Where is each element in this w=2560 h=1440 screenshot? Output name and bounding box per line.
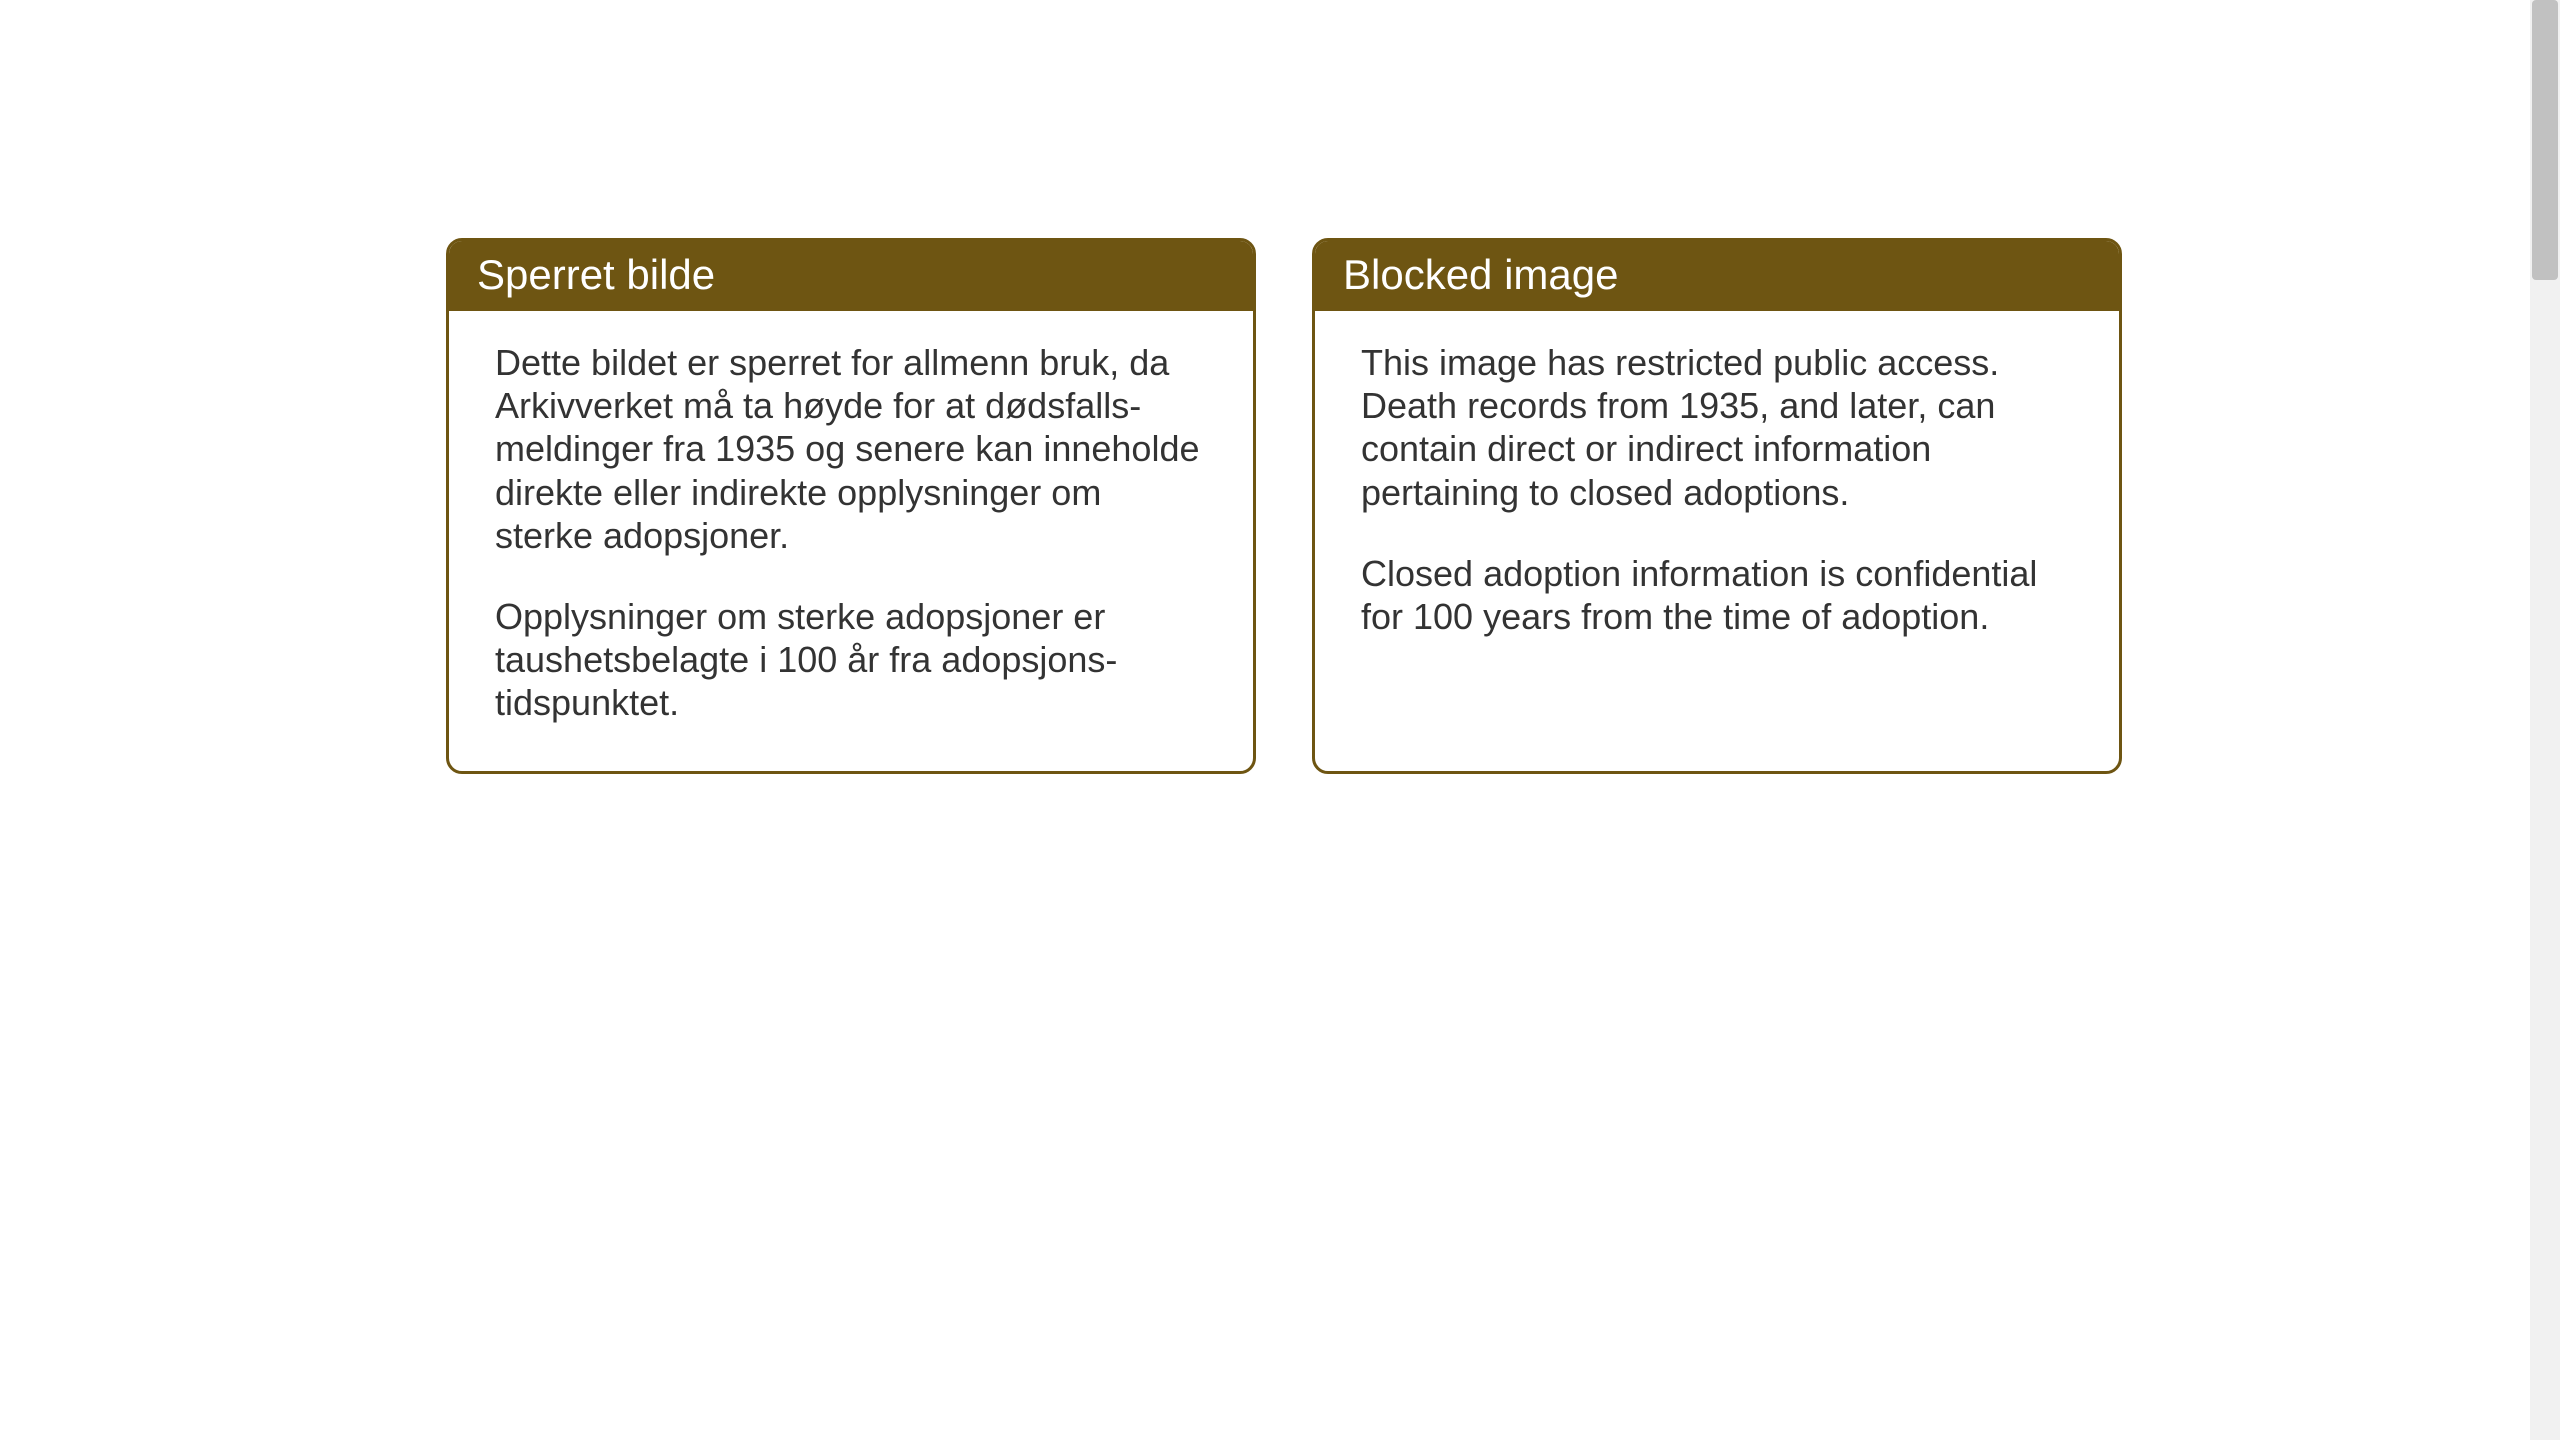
notice-title-english: Blocked image [1343, 251, 1618, 298]
notice-title-norwegian: Sperret bilde [477, 251, 715, 298]
notice-body-norwegian: Dette bildet er sperret for allmenn bruk… [449, 311, 1253, 771]
notice-box-english: Blocked image This image has restricted … [1312, 238, 2122, 774]
notice-paragraph-1-norwegian: Dette bildet er sperret for allmenn bruk… [495, 341, 1207, 557]
notice-body-english: This image has restricted public access.… [1315, 311, 2119, 684]
scrollbar-track[interactable] [2530, 0, 2560, 1440]
notice-paragraph-2-norwegian: Opplysninger om sterke adopsjoner er tau… [495, 595, 1207, 725]
notice-paragraph-2-english: Closed adoption information is confident… [1361, 552, 2073, 638]
scrollbar-thumb[interactable] [2532, 0, 2558, 280]
notice-paragraph-1-english: This image has restricted public access.… [1361, 341, 2073, 514]
notice-box-norwegian: Sperret bilde Dette bildet er sperret fo… [446, 238, 1256, 774]
notice-header-norwegian: Sperret bilde [449, 241, 1253, 311]
notice-header-english: Blocked image [1315, 241, 2119, 311]
notices-container: Sperret bilde Dette bildet er sperret fo… [446, 238, 2122, 774]
